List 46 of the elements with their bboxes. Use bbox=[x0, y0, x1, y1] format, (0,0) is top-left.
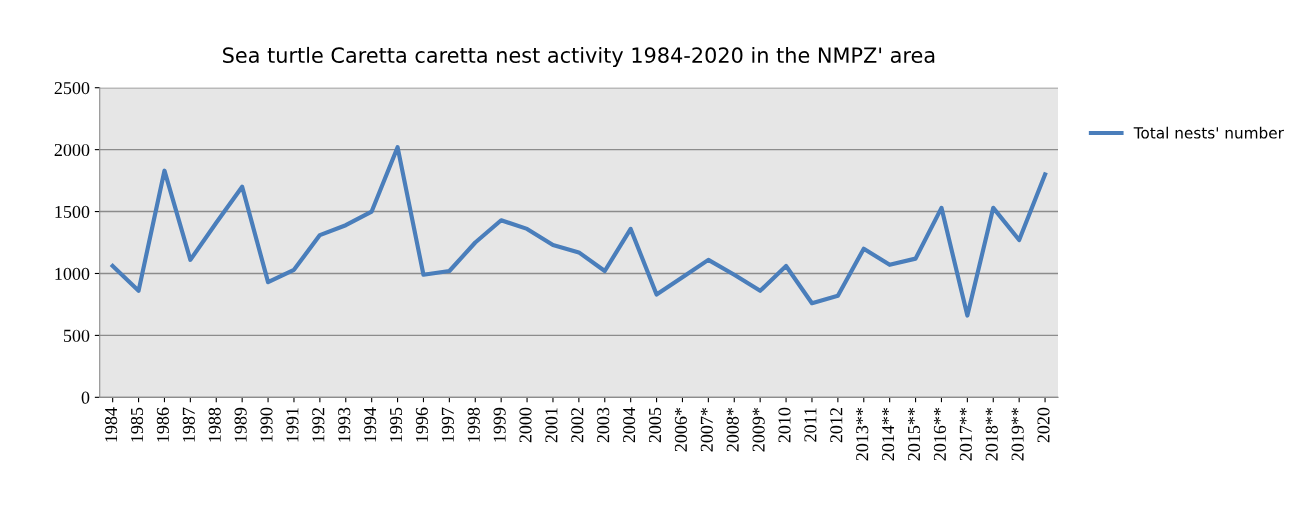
x-tick-label: 1992 bbox=[312, 408, 325, 442]
y-tick-label: 2500 bbox=[54, 81, 90, 95]
x-tick-label: 2011 bbox=[804, 408, 817, 442]
x-tick-label: 2009* bbox=[752, 407, 765, 452]
x-tick-label: 2001 bbox=[545, 408, 558, 443]
chart-title: Sea turtle Caretta caretta nest activity 1984-2020 in the NMPZ' area bbox=[223, 46, 935, 68]
x-tick-label: 1988 bbox=[208, 407, 221, 442]
x-tick-label: 2014** bbox=[882, 407, 895, 461]
x-tick-label: 2015** bbox=[907, 407, 921, 461]
x-tick-label: 2007* bbox=[700, 407, 713, 452]
x-tick-label: 2019** bbox=[1011, 407, 1024, 461]
x-tick-label: 2008* bbox=[726, 407, 739, 452]
x-tick-label: 1985 bbox=[130, 407, 144, 442]
x-tick-label: 2017** bbox=[959, 407, 972, 461]
x-tick-label: 1998 bbox=[467, 407, 480, 442]
x-tick-label: 2013** bbox=[856, 407, 869, 461]
x-tick-label: 1991 bbox=[286, 408, 299, 442]
x-tick-label: 1990 bbox=[260, 407, 273, 442]
x-tick-label: 1987 bbox=[182, 407, 195, 442]
x-tick-label: 2006* bbox=[674, 407, 687, 452]
x-tick-label: 2016** bbox=[933, 407, 946, 461]
y-tick-label: 1000 bbox=[55, 267, 90, 280]
x-tick-label: 1989 bbox=[234, 407, 247, 442]
x-tick-label: 1997 bbox=[441, 407, 454, 442]
x-tick-label: 1996 bbox=[415, 407, 428, 442]
x-tick-label: 1994 bbox=[364, 407, 377, 442]
x-tick-label: 2020 bbox=[1037, 407, 1050, 443]
x-tick-label: 2012 bbox=[830, 408, 843, 443]
y-tick-label: 1500 bbox=[55, 205, 90, 218]
x-tick-label: 1984 bbox=[105, 407, 118, 442]
x-tick-label: 1995 bbox=[389, 407, 403, 442]
x-tick-label: 2003 bbox=[597, 407, 610, 443]
x-tick-label: 2005 bbox=[648, 407, 662, 443]
y-tick-label: 2000 bbox=[54, 143, 90, 157]
x-tick-label: 2010 bbox=[778, 407, 791, 443]
x-tick-label: 2004 bbox=[623, 407, 636, 443]
legend-label: Total nests' number bbox=[1133, 126, 1284, 139]
x-tick-label: 2000 bbox=[519, 407, 532, 443]
x-tick-label: 2018** bbox=[985, 407, 998, 461]
x-tick-label: 1999 bbox=[493, 407, 506, 442]
x-tick-label: 1986 bbox=[156, 407, 169, 442]
y-tick-label: 500 bbox=[63, 329, 90, 342]
y-tick-label: 0 bbox=[81, 391, 90, 404]
line-series bbox=[110, 145, 1048, 318]
x-tick-label: 1993 bbox=[338, 407, 351, 442]
x-tick-label: 2002 bbox=[571, 408, 584, 443]
